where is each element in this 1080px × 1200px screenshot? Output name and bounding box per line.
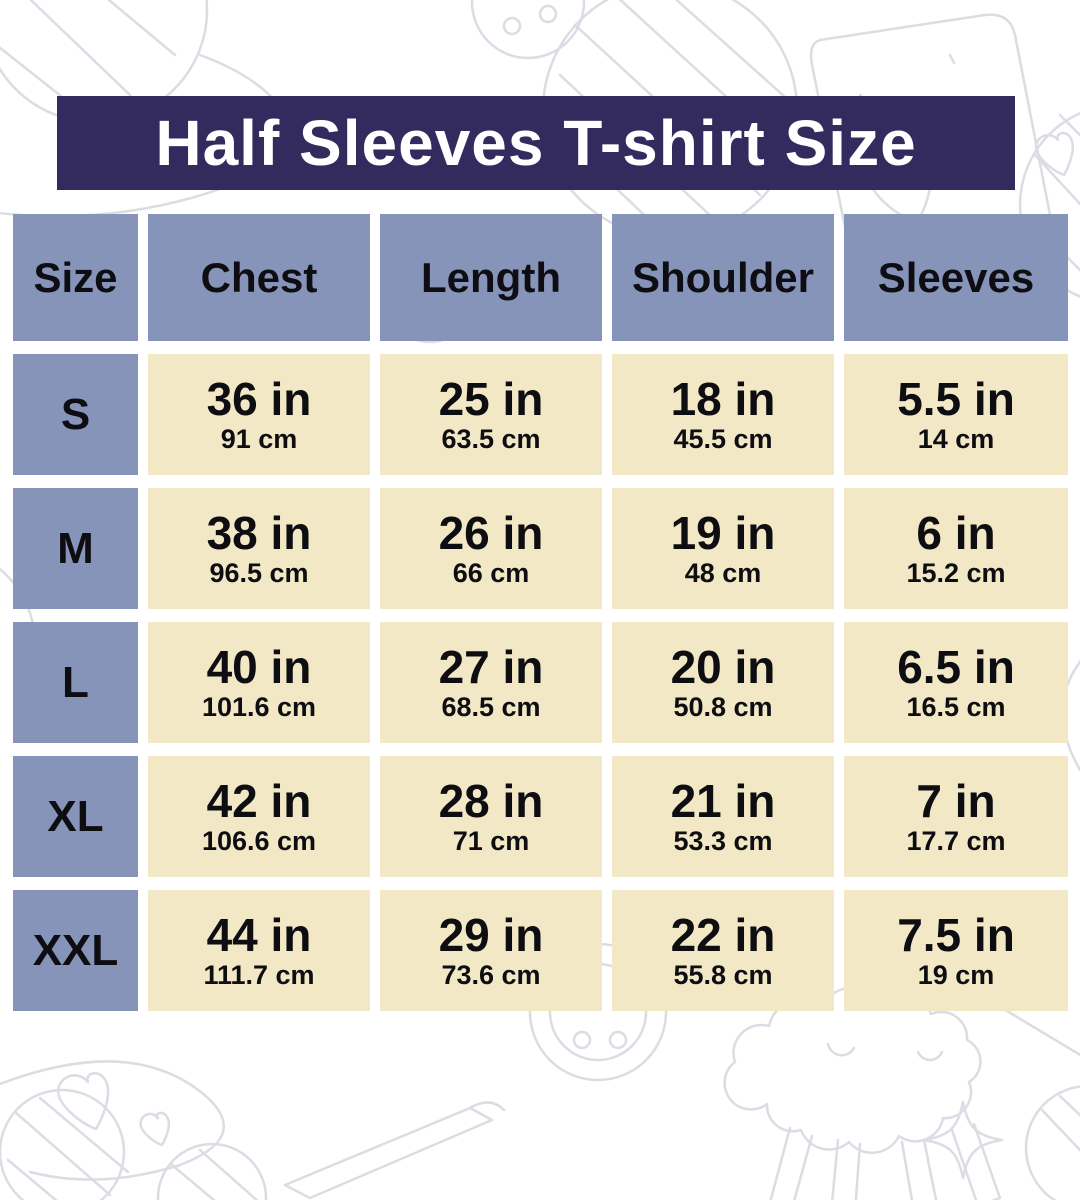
measurement-inches: 27 in bbox=[438, 641, 544, 694]
measurement-cm: 73.6 cm bbox=[441, 959, 541, 990]
cell-l-chest: 40 in 101.6 cm bbox=[148, 622, 370, 743]
measurement-cm: 50.8 cm bbox=[673, 691, 773, 722]
button-doodle bbox=[470, 0, 586, 60]
size-chart-table: Size Chest Length Shoulder Sleeves S 36 … bbox=[13, 214, 1068, 1011]
cell-xl-length: 28 in 71 cm bbox=[380, 756, 602, 877]
measurement-inches: 20 in bbox=[670, 641, 776, 694]
measurement-cm: 91 cm bbox=[220, 423, 298, 454]
column-header-shoulder: Shoulder bbox=[612, 214, 834, 341]
measurement-cm: 101.6 cm bbox=[201, 691, 317, 722]
cell-m-chest: 38 in 96.5 cm bbox=[148, 488, 370, 609]
column-header-size: Size bbox=[13, 214, 138, 341]
cell-xl-shoulder: 21 in 53.3 cm bbox=[612, 756, 834, 877]
row-header-xxl: XXL bbox=[13, 890, 138, 1011]
cell-l-shoulder: 20 in 50.8 cm bbox=[612, 622, 834, 743]
measurement-cm: 17.7 cm bbox=[906, 825, 1006, 856]
sheep-doodle bbox=[723, 986, 1002, 1200]
measurement-cm: 48 cm bbox=[684, 557, 762, 588]
column-header-length: Length bbox=[380, 214, 602, 341]
measurement-inches: 6.5 in bbox=[897, 641, 1015, 694]
cell-m-sleeves: 6 in 15.2 cm bbox=[844, 488, 1068, 609]
measurement-cm: 16.5 cm bbox=[906, 691, 1006, 722]
cell-xl-chest: 42 in 106.6 cm bbox=[148, 756, 370, 877]
yarn-ball-doodle bbox=[1018, 112, 1080, 298]
measurement-inches: 44 in bbox=[206, 909, 312, 962]
cell-l-length: 27 in 68.5 cm bbox=[380, 622, 602, 743]
needle-doodle bbox=[283, 1106, 494, 1200]
cell-s-sleeves: 5.5 in 14 cm bbox=[844, 354, 1068, 475]
cell-s-length: 25 in 63.5 cm bbox=[380, 354, 602, 475]
measurement-inches: 25 in bbox=[438, 373, 544, 426]
measurement-cm: 106.6 cm bbox=[201, 825, 317, 856]
cell-m-shoulder: 19 in 48 cm bbox=[612, 488, 834, 609]
measurement-inches: 22 in bbox=[670, 909, 776, 962]
measurement-inches: 19 in bbox=[670, 507, 776, 560]
cell-l-sleeves: 6.5 in 16.5 cm bbox=[844, 622, 1068, 743]
column-header-chest: Chest bbox=[148, 214, 370, 341]
cell-m-length: 26 in 66 cm bbox=[380, 488, 602, 609]
heart-doodle bbox=[57, 1072, 110, 1131]
title-banner: Half Sleeves T-shirt Size bbox=[57, 96, 1015, 190]
measurement-cm: 96.5 cm bbox=[209, 557, 309, 588]
measurement-cm: 55.8 cm bbox=[673, 959, 773, 990]
row-header-xl: XL bbox=[13, 756, 138, 877]
measurement-inches: 6 in bbox=[916, 507, 996, 560]
yarn-ball-doodle bbox=[0, 1088, 126, 1200]
measurement-cm: 15.2 cm bbox=[906, 557, 1006, 588]
measurement-cm: 63.5 cm bbox=[441, 423, 541, 454]
measurement-inches: 36 in bbox=[206, 373, 312, 426]
measurement-cm: 14 cm bbox=[917, 423, 995, 454]
measurement-cm: 53.3 cm bbox=[673, 825, 773, 856]
row-header-s: S bbox=[13, 354, 138, 475]
measurement-inches: 40 in bbox=[206, 641, 312, 694]
cell-xxl-sleeves: 7.5 in 19 cm bbox=[844, 890, 1068, 1011]
row-header-m: M bbox=[13, 488, 138, 609]
cell-xl-sleeves: 7 in 17.7 cm bbox=[844, 756, 1068, 877]
measurement-inches: 21 in bbox=[670, 775, 776, 828]
measurement-inches: 26 in bbox=[438, 507, 544, 560]
thread-doodle bbox=[0, 1060, 225, 1181]
column-header-sleeves: Sleeves bbox=[844, 214, 1068, 341]
measurement-inches: 18 in bbox=[670, 373, 776, 426]
measurement-inches: 42 in bbox=[206, 775, 312, 828]
measurement-cm: 19 cm bbox=[917, 959, 995, 990]
cell-xxl-length: 29 in 73.6 cm bbox=[380, 890, 602, 1011]
page-title: Half Sleeves T-shirt Size bbox=[155, 107, 917, 179]
cell-xxl-shoulder: 22 in 55.8 cm bbox=[612, 890, 834, 1011]
measurement-cm: 71 cm bbox=[452, 825, 530, 856]
measurement-inches: 5.5 in bbox=[897, 373, 1015, 426]
sparkle-doodle bbox=[922, 1100, 1004, 1180]
measurement-cm: 68.5 cm bbox=[441, 691, 541, 722]
measurement-inches: 7 in bbox=[916, 775, 996, 828]
measurement-inches: 29 in bbox=[438, 909, 544, 962]
measurement-cm: 111.7 cm bbox=[203, 959, 315, 990]
measurement-inches: 28 in bbox=[438, 775, 544, 828]
heart-doodle bbox=[1034, 131, 1074, 177]
measurement-cm: 66 cm bbox=[452, 557, 530, 588]
heart-doodle bbox=[139, 1111, 171, 1147]
row-header-l: L bbox=[13, 622, 138, 743]
cell-s-chest: 36 in 91 cm bbox=[148, 354, 370, 475]
cell-s-shoulder: 18 in 45.5 cm bbox=[612, 354, 834, 475]
yarn-ball-doodle bbox=[1024, 1085, 1080, 1200]
cell-xxl-chest: 44 in 111.7 cm bbox=[148, 890, 370, 1011]
measurement-cm: 45.5 cm bbox=[673, 423, 773, 454]
measurement-inches: 7.5 in bbox=[897, 909, 1015, 962]
yarn-ball-doodle bbox=[156, 1142, 268, 1200]
measurement-inches: 38 in bbox=[206, 507, 312, 560]
